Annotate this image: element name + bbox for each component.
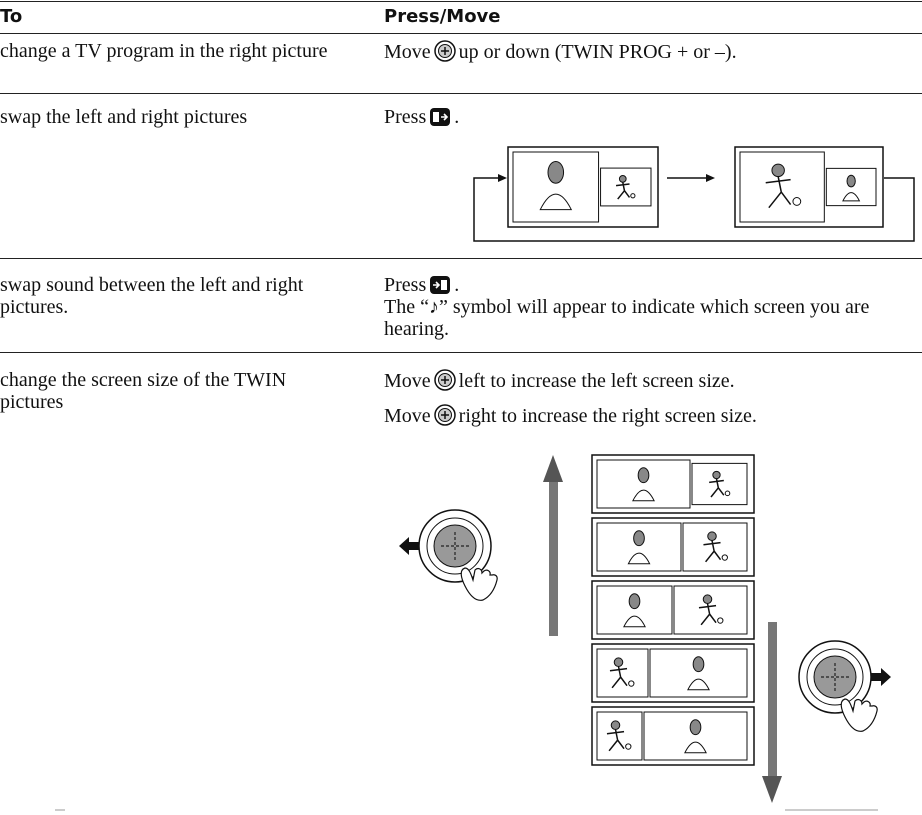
up-arrow — [549, 478, 558, 636]
swap-icon — [430, 108, 451, 126]
row-to: change a TV program in the right picture — [0, 40, 328, 62]
player-head — [771, 163, 785, 178]
row-to: swap sound between the left and right pi… — [0, 274, 304, 318]
figure-body — [687, 678, 710, 691]
ball — [717, 617, 724, 624]
sound-swap-icon — [430, 276, 451, 294]
row-press: Press. — [384, 274, 459, 296]
figure-head — [637, 467, 650, 484]
tv-window — [691, 462, 748, 506]
player-head — [702, 594, 713, 604]
joystick-icon — [433, 40, 456, 62]
press-text: right to increase the right screen size. — [458, 405, 757, 427]
row-note: The “♪” symbol will appear to indicate w… — [384, 296, 870, 340]
joystick-icon — [433, 404, 456, 426]
press-text: Move — [384, 41, 431, 63]
arrow-head — [498, 174, 507, 182]
player-head — [712, 470, 721, 480]
figure-head — [633, 530, 645, 547]
loop-line — [473, 177, 915, 242]
tv-window — [596, 711, 643, 761]
figure-head — [547, 160, 565, 184]
player-body — [615, 182, 631, 200]
row-rule — [0, 258, 922, 259]
hand — [460, 567, 498, 601]
hand — [840, 698, 878, 732]
figure-head — [846, 174, 856, 188]
player-head — [707, 531, 717, 541]
press-text: left to increase the left screen size. — [458, 370, 735, 392]
press-text: up or down (TWIN PROG + or –). — [458, 41, 737, 63]
press-text: . — [454, 106, 460, 128]
figure-body — [632, 489, 655, 502]
row-rule — [0, 352, 922, 353]
down-arrow — [768, 622, 777, 780]
header-to: To — [0, 6, 23, 27]
press-text: Press — [384, 274, 427, 296]
ball — [792, 197, 802, 206]
dial-arrow — [399, 537, 419, 555]
row-press: Press. — [384, 106, 459, 128]
tv-window — [673, 585, 748, 635]
ball — [630, 193, 636, 199]
dial-arrow — [871, 668, 891, 686]
player-head — [613, 657, 624, 667]
arrow-head — [706, 174, 715, 182]
player-head — [610, 720, 621, 730]
row-press: Move up or down (TWIN PROG + or –). — [384, 40, 914, 63]
figure-head — [692, 656, 705, 673]
tv-window — [600, 167, 652, 207]
player-body — [698, 603, 717, 626]
ball — [724, 490, 731, 497]
figure-body — [684, 741, 707, 754]
press-text: . — [454, 274, 460, 296]
top-rule — [0, 1, 922, 2]
dial-center — [433, 524, 477, 568]
dial-center — [813, 655, 857, 699]
row-rule — [0, 93, 922, 94]
header-rule — [0, 33, 922, 34]
tv-window — [596, 648, 649, 698]
tv-window — [739, 151, 825, 223]
player-head — [618, 175, 627, 183]
figure-head — [628, 593, 641, 610]
player-body — [703, 540, 722, 563]
press-text: Press — [384, 106, 427, 128]
down-arrow-head — [762, 776, 782, 803]
player-body — [606, 729, 625, 752]
row-press: Move left to increase the left screen siz… — [384, 369, 735, 392]
joystick-icon — [433, 369, 456, 391]
figure-body — [623, 615, 646, 628]
player-body — [709, 478, 725, 498]
press-text: Move — [384, 405, 431, 427]
tv-window — [682, 522, 748, 572]
ball — [721, 554, 728, 561]
player-body — [609, 666, 628, 689]
player-body — [765, 176, 792, 209]
figure-body — [627, 552, 651, 565]
ball — [625, 743, 632, 750]
figure-body — [539, 193, 573, 211]
row-to: swap the left and right pictures — [0, 106, 248, 128]
ball — [628, 680, 635, 687]
header-press: Press/Move — [384, 6, 501, 27]
up-arrow-head — [543, 455, 563, 482]
row-press: Move right to increase the right screen s… — [384, 404, 757, 427]
figure-body — [842, 192, 861, 202]
press-text: Move — [384, 370, 431, 392]
figure-head — [689, 719, 702, 736]
row-to: change the screen size of the TWIN pictu… — [0, 369, 287, 413]
